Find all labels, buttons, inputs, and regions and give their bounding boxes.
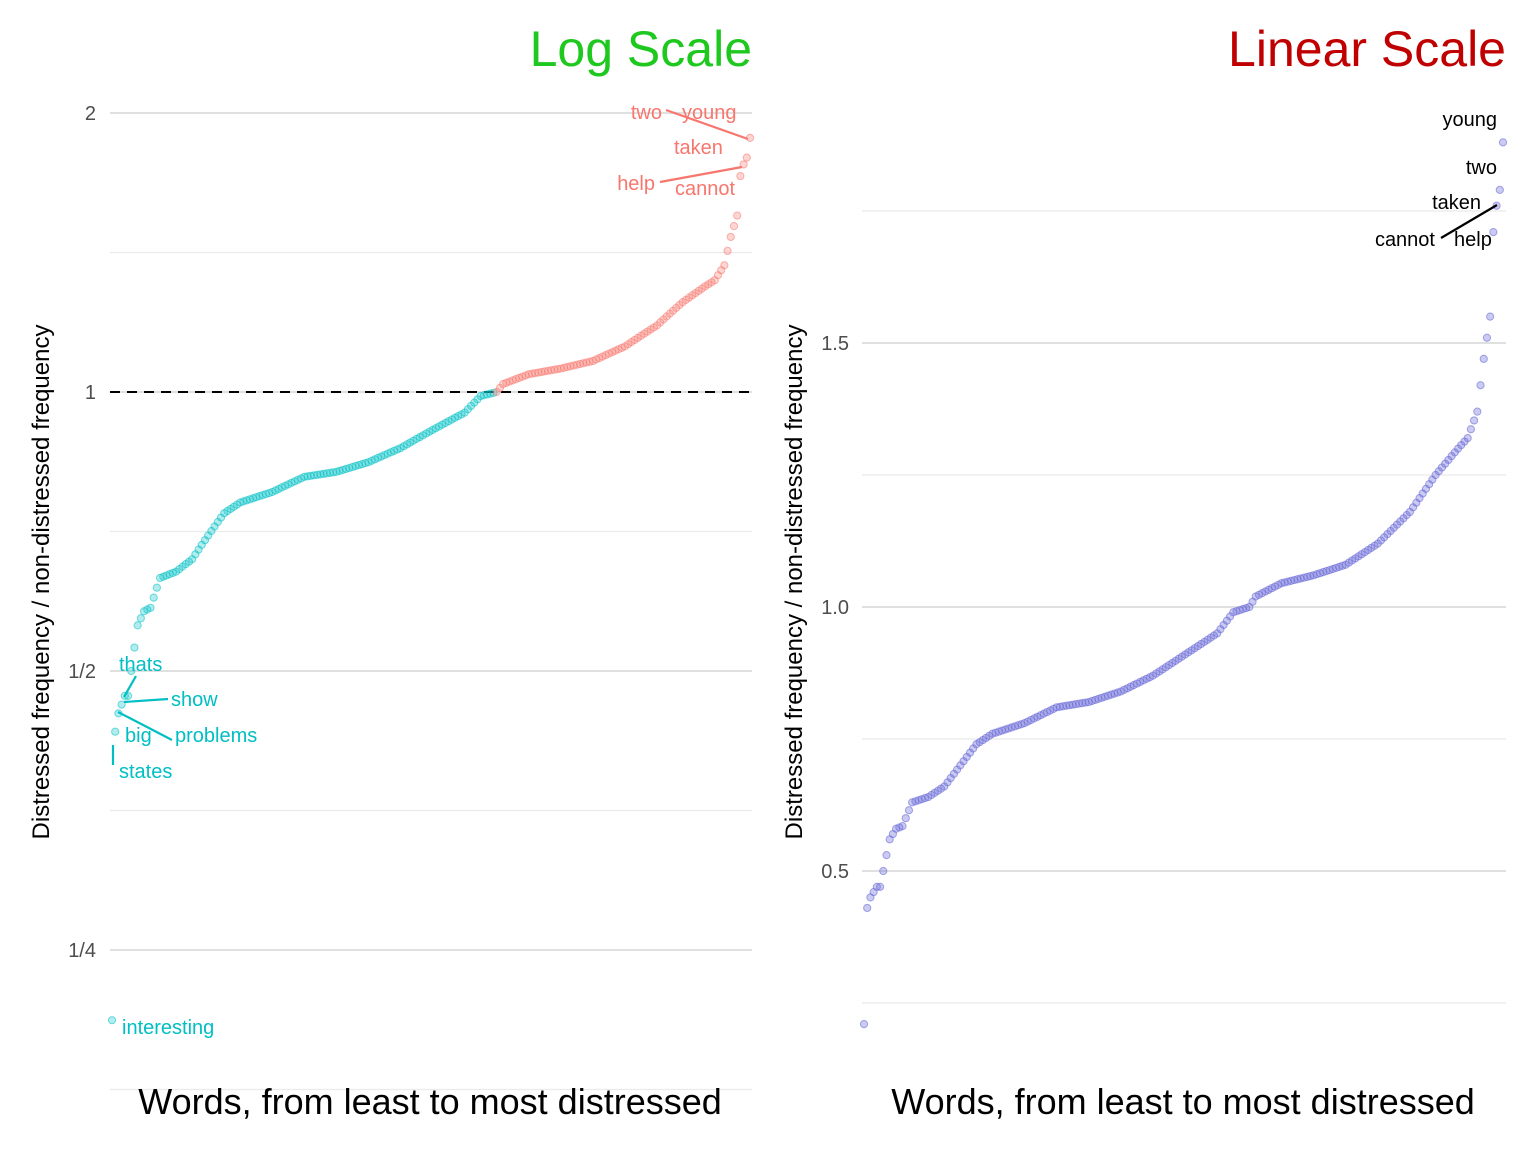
data-point: [1486, 312, 1495, 321]
data-point: [1479, 354, 1488, 363]
word-label-two: two: [631, 102, 662, 124]
data-point: [1482, 333, 1492, 342]
y-tick-label: 1/2: [68, 661, 96, 683]
label-leader-line: [123, 675, 137, 698]
data-point: [107, 1016, 117, 1025]
word-label-cannot: cannot: [675, 178, 735, 200]
word-label-two: two: [1466, 157, 1497, 179]
label-leader-line: [665, 108, 749, 141]
data-point: [133, 621, 142, 630]
data-point: [1466, 425, 1475, 434]
label-leader-line: [117, 711, 173, 741]
log-scale-panel: 1/4 1/2 1 2 interesting states big problems sho…: [28, 21, 755, 1122]
data-point: [859, 1020, 869, 1029]
word-label-help: help: [617, 173, 655, 195]
word-label-young: young: [1443, 109, 1498, 131]
data-point: [879, 866, 888, 876]
data-point: [1476, 381, 1485, 390]
word-label-thats: thats: [119, 654, 162, 676]
log-points: [107, 133, 755, 1025]
linear-word-labels: cannot help taken two young: [1375, 109, 1498, 251]
word-label-cannot: cannot: [1375, 229, 1435, 251]
log-y-ticks: 1/4 1/2 1 2: [68, 103, 96, 962]
data-point: [733, 211, 742, 220]
linear-points: [859, 138, 1508, 1029]
data-point: [111, 727, 120, 736]
word-label-interesting: interesting: [122, 1017, 214, 1039]
log-chart-title: Log Scale: [530, 21, 752, 77]
data-point: [136, 614, 145, 623]
data-point: [127, 666, 136, 676]
log-grid: [110, 112, 752, 1091]
data-point: [882, 851, 891, 860]
y-tick-label: 2: [85, 103, 96, 125]
data-point: [149, 593, 158, 602]
log-y-axis-title: Distressed frequency / non-distressed fr…: [28, 325, 55, 840]
word-label-states: states: [119, 761, 172, 783]
data-point: [1463, 433, 1472, 443]
data-point: [904, 806, 914, 815]
linear-scale-panel: 0.5 1.0 1.5 cannot help taken two young Linear…: [781, 21, 1508, 1122]
data-point: [130, 643, 139, 652]
y-tick-label: 1.0: [821, 597, 849, 619]
data-point: [898, 822, 907, 831]
linear-x-axis-title: Words, from least to most distressed: [891, 1081, 1475, 1122]
data-point: [117, 700, 126, 709]
data-point: [726, 232, 735, 242]
label-leader-line: [1440, 204, 1498, 239]
data-point: [1498, 138, 1508, 147]
data-point: [723, 246, 732, 255]
data-point: [736, 171, 745, 181]
data-point: [742, 153, 751, 162]
data-point: [863, 903, 872, 913]
log-x-axis-title: Words, from least to most distressed: [138, 1081, 722, 1122]
data-point: [152, 583, 161, 592]
data-point: [146, 603, 155, 612]
y-tick-label: 1: [85, 382, 96, 404]
label-leader-line: [659, 165, 743, 184]
word-label-show: show: [171, 689, 218, 711]
word-label-taken: taken: [674, 137, 723, 159]
data-point: [729, 222, 739, 231]
word-label-big: big: [125, 725, 152, 747]
data-point: [1473, 407, 1482, 416]
word-label-young: young: [682, 102, 737, 124]
y-tick-label: 1/4: [68, 940, 96, 962]
data-point: [720, 261, 729, 270]
data-point: [901, 814, 910, 823]
word-label-help: help: [1454, 229, 1492, 251]
linear-chart-title: Linear Scale: [1228, 21, 1506, 77]
y-tick-label: 0.5: [821, 861, 849, 883]
linear-y-axis-title: Distressed frequency / non-distressed fr…: [781, 325, 808, 840]
word-label-problems: problems: [175, 725, 257, 747]
linear-grid: [862, 210, 1506, 1004]
log-word-labels: interesting states big problems show thats hel…: [111, 102, 749, 1039]
y-tick-label: 1.5: [821, 333, 849, 355]
data-point: [1489, 228, 1498, 237]
data-point: [875, 882, 885, 891]
word-label-taken: taken: [1432, 192, 1481, 214]
linear-y-ticks: 0.5 1.0 1.5: [821, 333, 849, 883]
data-point: [1495, 185, 1504, 194]
label-leader-line: [123, 697, 169, 704]
data-point: [1470, 416, 1479, 425]
